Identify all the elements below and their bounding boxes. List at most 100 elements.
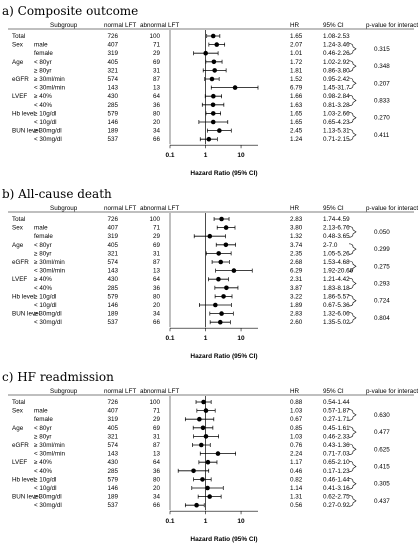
row-normal-lft-count: 405 <box>107 242 118 249</box>
row-subgroup-level: ≥ 30ml/min <box>34 442 65 449</box>
row-group-label: BUN level <box>12 128 40 135</box>
hr-point <box>214 42 220 47</box>
hr-point <box>191 468 196 474</box>
interaction-brace <box>348 478 357 490</box>
row-ci-text: 1.35-5.02 <box>323 319 350 326</box>
row-ci-text: 0.57-1.87 <box>323 408 350 415</box>
row-abnormal-lft-count: 29 <box>153 416 161 423</box>
row-hr-value: 0.56 <box>290 502 303 509</box>
p-interaction-value: 0.437 <box>374 498 390 505</box>
row-hr-value: 1.63 <box>290 102 303 109</box>
hr-point <box>205 459 211 465</box>
row-subgroup-level: ≥ 40% <box>34 459 52 466</box>
interaction-brace <box>348 460 357 473</box>
header-normal-lft: normal LFT <box>104 388 136 395</box>
panel-title: c) HF readmission <box>2 370 114 384</box>
p-interaction-value: 0.804 <box>374 315 390 322</box>
x-axis-label: Hazard Ratio (95% CI) <box>190 536 257 543</box>
row-abnormal-lft-count: 87 <box>153 76 161 83</box>
row-ci-text: 0.41-3.16 <box>323 485 350 492</box>
p-interaction-value: 0.299 <box>374 246 390 253</box>
header-subgroup: Subgroup <box>50 388 78 395</box>
row-hr-value: 1.65 <box>290 33 303 40</box>
row-hr-value: 1.52 <box>290 76 303 83</box>
row-abnormal-lft-count: 29 <box>153 50 161 57</box>
row-group-label: Age <box>12 59 24 66</box>
row-abnormal-lft-count: 100 <box>149 33 160 40</box>
row-hr-value: 1.65 <box>290 110 303 117</box>
row-normal-lft-count: 574 <box>107 259 118 266</box>
row-group-label: BUN level <box>12 494 40 501</box>
row-ci-text: 0.45-1.61 <box>323 425 350 432</box>
row-abnormal-lft-count: 36 <box>153 285 161 292</box>
row-group-label: Total <box>12 399 25 406</box>
row-subgroup-level: ≥ 30mg/dl <box>34 128 62 135</box>
row-normal-lft-count: 430 <box>107 459 118 466</box>
hr-point <box>221 294 226 299</box>
interaction-brace <box>348 443 357 455</box>
row-ci-text: 0.98-2.84 <box>323 93 350 100</box>
hr-point <box>210 102 216 108</box>
row-subgroup-level: < 10g/dl <box>34 302 57 309</box>
row-ci-text: 0.65-4.23 <box>323 119 350 126</box>
row-subgroup-level: ≥ 40% <box>34 276 52 283</box>
row-ci-text: 1.03-2.66 <box>323 110 350 117</box>
row-abnormal-lft-count: 31 <box>153 250 161 257</box>
row-ci-text: 0.95-2.42 <box>323 76 350 83</box>
row-hr-value: 2.31 <box>290 276 303 283</box>
row-ci-text: 0.81-3.28 <box>323 102 350 109</box>
header-p-interaction: p-value for interaction <box>366 22 418 29</box>
row-ci-text: 1.24-3.46 <box>323 42 350 49</box>
row-subgroup-level: ≥ 40% <box>34 93 52 100</box>
row-ci-text: 1.05-5.26 <box>323 250 350 257</box>
row-ci-text: 0.46-2.33 <box>323 433 350 440</box>
row-normal-lft-count: 321 <box>107 250 118 257</box>
row-ci-text: 0.27-0.92 <box>323 502 350 509</box>
row-subgroup-level: female <box>34 50 53 57</box>
row-subgroup-level: ≥ 10g/dl <box>34 110 56 117</box>
row-subgroup-level: ≥ 30mg/dl <box>34 494 62 501</box>
hr-point <box>218 259 224 265</box>
row-normal-lft-count: 143 <box>107 268 118 275</box>
hr-point <box>203 50 208 56</box>
hr-point <box>216 276 221 282</box>
interaction-brace <box>348 60 357 72</box>
row-hr-value: 1.24 <box>290 136 303 143</box>
row-abnormal-lft-count: 87 <box>153 442 161 449</box>
row-ci-text: 0.54-1.44 <box>323 399 350 406</box>
hr-point <box>232 85 238 90</box>
row-ci-text: 0.43-1.36 <box>323 442 350 449</box>
row-group-label: eGFR <box>12 259 29 266</box>
row-normal-lft-count: 726 <box>107 216 118 223</box>
row-normal-lft-count: 143 <box>107 85 118 92</box>
row-group-label: Total <box>12 216 25 223</box>
row-subgroup-level: < 80yr <box>34 242 52 249</box>
row-hr-value: 1.66 <box>290 93 303 100</box>
row-ci-text: 1.08-2.53 <box>323 33 350 40</box>
row-ci-text: 0.46-1.44 <box>323 476 350 483</box>
row-hr-value: 1.31 <box>290 494 303 501</box>
hr-point <box>219 216 224 222</box>
x-tick-label: 1 <box>204 152 208 159</box>
row-normal-lft-count: 189 <box>107 311 118 318</box>
row-ci-text: 0.86-3.80 <box>323 67 350 74</box>
x-axis-label: Hazard Ratio (95% CI) <box>190 353 257 360</box>
row-abnormal-lft-count: 80 <box>153 293 161 300</box>
row-normal-lft-count: 319 <box>107 416 118 423</box>
row-group-label: Hb level <box>12 293 35 300</box>
row-subgroup-level: ≥ 10g/dl <box>34 476 56 483</box>
row-ci-text: 0.71-7.03 <box>323 451 350 458</box>
row-subgroup-level: ≥ 80yr <box>34 250 51 257</box>
row-normal-lft-count: 321 <box>107 433 118 440</box>
row-hr-value: 0.67 <box>290 416 303 423</box>
row-normal-lft-count: 146 <box>107 302 118 309</box>
row-normal-lft-count: 726 <box>107 33 118 40</box>
row-abnormal-lft-count: 31 <box>153 433 161 440</box>
row-abnormal-lft-count: 20 <box>153 485 161 492</box>
row-subgroup-level: ≥ 30ml/min <box>34 259 65 266</box>
header-normal-lft: normal LFT <box>104 205 136 212</box>
row-hr-value: 2.60 <box>290 319 303 326</box>
row-subgroup-level: female <box>34 233 53 240</box>
row-hr-value: 2.68 <box>290 259 303 266</box>
row-abnormal-lft-count: 71 <box>153 42 161 49</box>
